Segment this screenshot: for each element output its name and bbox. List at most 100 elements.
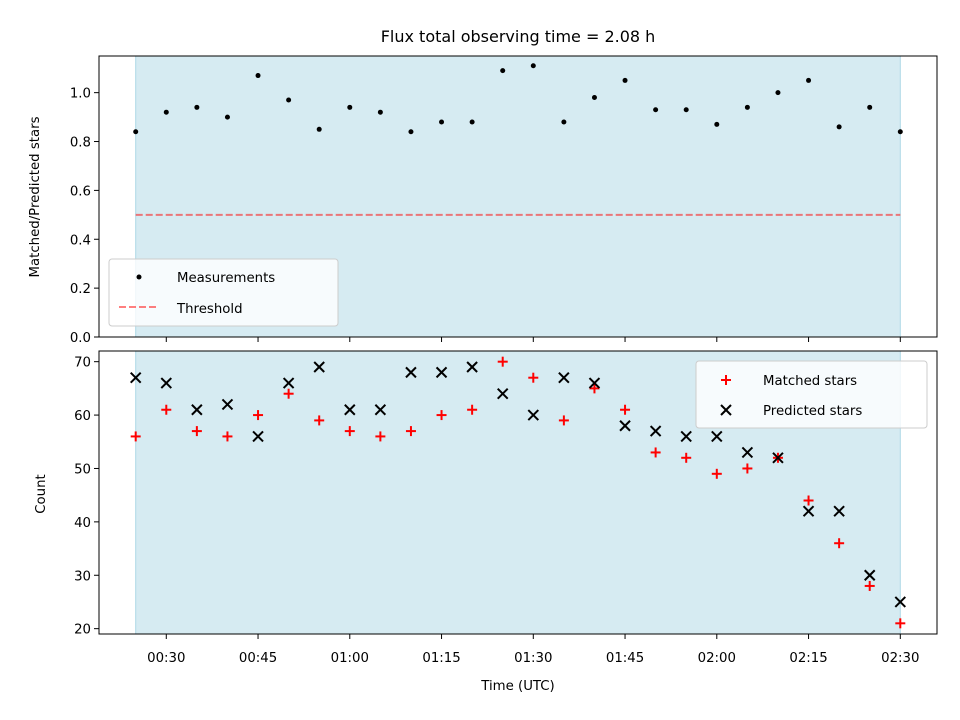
matched-star-point (803, 495, 814, 506)
predicted-star-point (558, 371, 570, 384)
predicted-star-point (619, 420, 631, 432)
legend-threshold-label: Threshold (176, 302, 243, 317)
predicted-star-point (405, 366, 417, 379)
x-b (221, 398, 234, 411)
matched-star-point (222, 431, 233, 442)
matched-star-point (405, 426, 416, 437)
measurement-point (683, 107, 689, 113)
legend-matched-marker (721, 375, 731, 385)
bottom-legend: Matched stars Predicted stars (695, 360, 928, 429)
top-y-axis-label: Matched/Predicted stars (28, 116, 43, 277)
x-axis-label: Time (UTC) (480, 679, 555, 694)
measurement-point (622, 77, 628, 83)
x-b (649, 425, 662, 437)
x-tick-label: 02:15 (789, 651, 827, 666)
y-tick-label: 50 (74, 462, 91, 477)
x-b (711, 430, 723, 443)
measurement-point (806, 77, 812, 83)
x-b (588, 377, 601, 389)
x-tick-label: 01:15 (422, 651, 460, 666)
y-tick-label: 0.4 (70, 233, 91, 248)
matched-star-point (742, 463, 753, 474)
legend-matched-label: Matched stars (763, 374, 857, 389)
predicted-star-point (374, 404, 387, 416)
predicted-star-point (497, 388, 509, 400)
predicted-star-point (435, 366, 448, 379)
measurement-point (867, 104, 873, 110)
measurement-point (163, 109, 169, 115)
predicted-star-point (344, 404, 356, 416)
top-panel: 0.0 0.2 0.4 0.6 0.8 1.0 Measurements Threshold (70, 55, 938, 346)
x-b (894, 596, 907, 608)
x-b (435, 366, 448, 379)
x-b (405, 366, 417, 379)
predicted-star-point (129, 371, 142, 384)
matched-star-point (344, 426, 355, 437)
x-tick-label: 00:30 (147, 651, 185, 666)
measurement-point (836, 124, 842, 130)
matched-star-point (497, 356, 508, 367)
predicted-star-point (313, 361, 325, 373)
x-tick-label: 00:45 (239, 651, 277, 666)
matched-star-point (314, 415, 325, 426)
matched-star-point (650, 447, 661, 458)
measurement-point (439, 119, 445, 125)
top-plot-frame (98, 55, 938, 338)
x-tick-label: 02:30 (881, 651, 919, 666)
measurement-point (775, 90, 781, 96)
measurement-point (500, 68, 506, 74)
legend-predicted-marker (720, 404, 732, 416)
predicted-star-point (772, 452, 784, 464)
x-b (720, 404, 732, 416)
predicted-star-point (191, 404, 203, 416)
x-b (772, 452, 784, 464)
measurement-point (347, 104, 353, 110)
measurement-point (316, 126, 322, 132)
measurement-point (408, 129, 414, 135)
matched-star-point (467, 404, 478, 415)
matched-star-point (681, 452, 692, 463)
predicted-star-point (894, 596, 907, 608)
x-b (864, 569, 876, 581)
predicted-star-point (833, 505, 845, 517)
predicted-star-point (802, 505, 815, 517)
predicted-star-point (160, 377, 172, 389)
matched-star-point (620, 404, 631, 415)
predicted-star-point (711, 430, 723, 443)
measurement-point (224, 114, 230, 120)
predicted-star-point (588, 377, 601, 389)
measurement-point (591, 95, 597, 101)
measurement-point (561, 119, 567, 125)
predicted-star-point (221, 398, 234, 411)
x-b (344, 404, 356, 416)
predicted-star-point (527, 409, 539, 421)
matched-star-point (864, 580, 875, 591)
x-b (619, 420, 631, 432)
x-b (497, 388, 509, 400)
x-tick-label: 01:00 (331, 651, 369, 666)
matched-star-point (253, 410, 264, 421)
matched-star-point (895, 618, 906, 629)
measurement-point (194, 104, 200, 110)
top-legend: Measurements Threshold (108, 258, 339, 327)
matched-star-point (191, 426, 202, 437)
measurement-point (469, 119, 475, 125)
predicted-star-point (741, 446, 754, 459)
top-legend-box (108, 258, 339, 327)
x-b (129, 371, 142, 384)
x-b (191, 404, 203, 416)
y-tick-label: 20 (74, 623, 91, 638)
matched-star-point (130, 431, 141, 442)
legend-measurements-label: Measurements (177, 271, 275, 286)
matched-star-point (528, 372, 539, 383)
matched-star-point (711, 468, 722, 479)
bottom-legend-box (695, 360, 928, 429)
x-b (558, 371, 570, 384)
matched-star-point (436, 410, 447, 421)
predicted-star-point (252, 430, 264, 443)
x-b (160, 377, 172, 389)
y-tick-label: 70 (74, 356, 91, 371)
y-tick-label: 1.0 (70, 87, 91, 102)
matched-star-point (161, 404, 172, 415)
bottom-panel: 20 30 40 50 60 70 00:30 00:45 01:00 01:15 01:30 01:… (74, 350, 938, 666)
